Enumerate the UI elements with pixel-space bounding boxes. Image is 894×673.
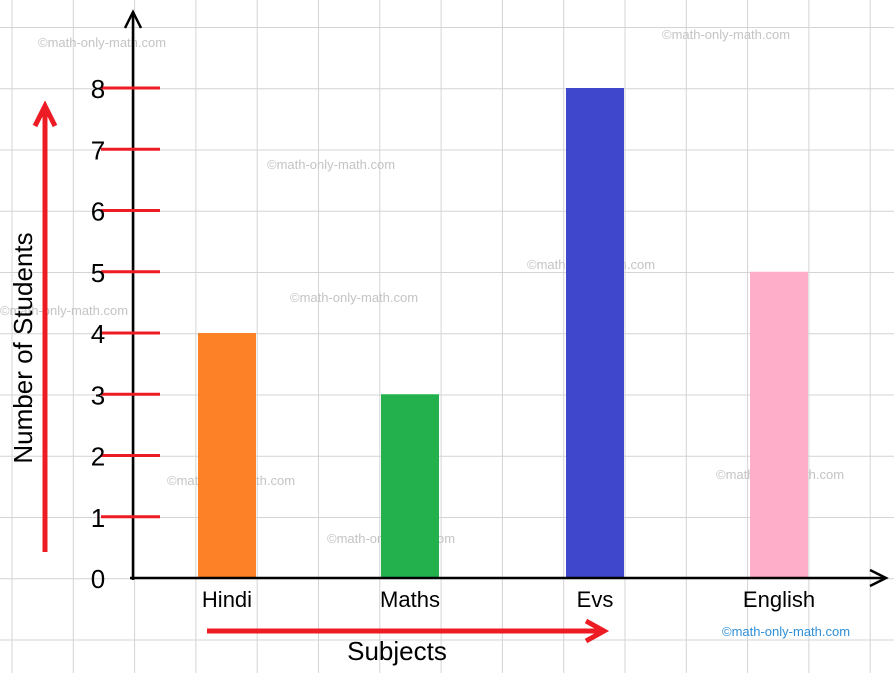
y-direction-arrowhead xyxy=(32,100,58,128)
watermark-text: ©math-only-math.com xyxy=(0,303,128,318)
y-axis-arrowhead xyxy=(123,9,143,29)
x-axis-arrowhead xyxy=(869,568,889,588)
x-tick-label: English xyxy=(743,587,815,612)
y-tick-label: 4 xyxy=(91,319,105,349)
bar-hindi xyxy=(198,333,256,578)
watermark-text: ©math-only-math.com xyxy=(722,624,850,639)
y-tick-label: 6 xyxy=(91,197,105,227)
watermark-text: ©math-only-math.com xyxy=(267,157,395,172)
bar-maths xyxy=(381,394,439,578)
bar-english xyxy=(750,271,808,578)
x-direction-arrowhead xyxy=(584,618,610,644)
direction-arrows xyxy=(32,100,610,644)
watermark-text: ©math-only-math.com xyxy=(662,27,790,42)
y-tick-label: 2 xyxy=(91,442,105,472)
y-tick-label: 5 xyxy=(91,258,105,288)
bar-evs xyxy=(566,88,624,578)
y-tick-label: 7 xyxy=(91,135,105,165)
x-tick-label: Hindi xyxy=(202,587,252,612)
x-tick-label: Maths xyxy=(380,587,440,612)
y-tick-label: 3 xyxy=(91,380,105,410)
x-tick-labels: Hindi Maths Evs English xyxy=(202,587,815,612)
y-tick-label: 8 xyxy=(91,74,105,104)
x-axis-title: Subjects xyxy=(347,636,447,666)
y-axis-title: Number of Students xyxy=(8,232,38,463)
bars xyxy=(198,88,808,578)
axes xyxy=(123,9,889,588)
y-ticks: 0 1 2 3 4 5 6 7 8 xyxy=(91,74,160,594)
y-tick-label: 0 xyxy=(91,564,105,594)
y-tick-label: 1 xyxy=(91,503,105,533)
watermark-text: ©math-only-math.com xyxy=(290,290,418,305)
watermark-text: ©math-only-math.com xyxy=(38,35,166,50)
x-tick-label: Evs xyxy=(577,587,614,612)
